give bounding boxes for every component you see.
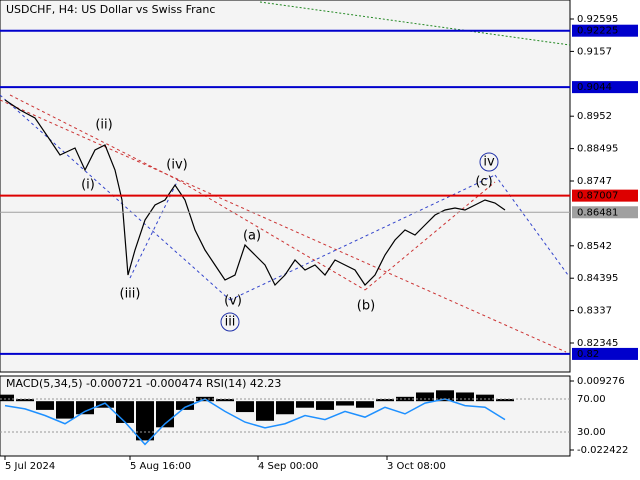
level-label-box	[572, 189, 638, 202]
y2-tick-label: -0.022422	[577, 445, 628, 456]
y-tick-label: 70.00	[577, 394, 606, 405]
y-tick-label: 0.92595	[577, 14, 618, 25]
macd-bar	[236, 401, 254, 413]
y-tick-label: 0.8542	[577, 241, 612, 252]
y-tick-label: 0.82345	[577, 338, 618, 349]
macd-bar	[56, 401, 74, 419]
macd-bar	[476, 394, 494, 402]
trend-line	[494, 174, 569, 276]
macd-bar	[36, 401, 54, 410]
macd-bar	[0, 394, 14, 402]
wave-label: (a)	[243, 229, 261, 244]
y-tick-label: 0.8747	[577, 176, 612, 187]
macd-bar	[256, 401, 274, 421]
macd-bar	[216, 399, 234, 402]
price-line	[4, 99, 506, 287]
level-label: 0.82	[577, 349, 599, 360]
trend-line	[177, 179, 366, 291]
wave-label: (v)	[224, 294, 242, 309]
macd-bar	[296, 401, 314, 408]
level-label-box	[572, 81, 638, 94]
y-tick-label: 0.84395	[577, 273, 618, 284]
macd-bar	[416, 392, 434, 402]
wave-label: (iv)	[166, 158, 187, 173]
level-label-box	[572, 24, 638, 37]
level-label-box	[572, 206, 638, 219]
y-tick-label: 0.88495	[577, 144, 618, 155]
wave-circle	[479, 152, 499, 172]
chart-title: USDCHF, H4: US Dollar vs Swiss Franc	[6, 3, 215, 16]
y-tick-label: 0.8952	[577, 111, 612, 122]
trend-line	[9, 94, 179, 181]
main-panel	[0, 0, 571, 373]
macd-bar	[76, 401, 94, 415]
indicator-panel	[0, 375, 571, 457]
trend-line	[0, 99, 567, 353]
wave-label: iii	[225, 315, 236, 330]
wave-circle	[220, 312, 240, 332]
macd-bar	[376, 399, 394, 402]
x-tick-label: 4 Sep 00:00	[258, 461, 318, 472]
indicator-title: MACD(5,34,5) -0.000721 -0.000474 RSI(14)…	[6, 377, 281, 390]
level-label: 0.9044	[577, 82, 612, 93]
level-label: 0.86481	[577, 207, 618, 218]
wave-label: (c)	[475, 175, 492, 190]
macd-bar	[496, 399, 514, 402]
x-tick-label: 5 Aug 16:00	[130, 461, 191, 472]
macd-bar	[96, 401, 114, 408]
wave-label: (iii)	[120, 287, 141, 302]
wave-label: (b)	[357, 299, 375, 314]
x-tick-label: 5 Jul 2024	[5, 461, 55, 472]
macd-bar	[456, 392, 474, 402]
y-tick-label: 30.00	[577, 427, 606, 438]
level-label: 0.92225	[577, 26, 618, 37]
wave-label: iv	[483, 155, 495, 170]
y2-tick-label: 0.009276	[577, 376, 625, 387]
rsi-line	[4, 398, 506, 446]
trend-line	[259, 1, 571, 46]
macd-bar	[316, 401, 334, 410]
wave-label: (i)	[81, 178, 95, 193]
level-label: 0.87007	[577, 191, 618, 202]
trend-line	[364, 181, 496, 291]
macd-bar	[436, 390, 454, 402]
macd-bar	[116, 401, 134, 423]
wave-label: (ii)	[95, 118, 112, 133]
macd-bar	[336, 401, 354, 406]
level-label-box	[572, 347, 638, 360]
trend-line	[229, 174, 496, 301]
macd-bar	[276, 401, 294, 415]
macd-bar	[136, 401, 154, 441]
macd-bar	[16, 399, 34, 402]
macd-bar	[356, 401, 374, 408]
macd-bar	[176, 401, 194, 410]
y-tick-label: 0.8337	[577, 306, 612, 317]
y-tick-label: 0.9157	[577, 46, 612, 57]
x-tick-label: 3 Oct 08:00	[387, 461, 446, 472]
